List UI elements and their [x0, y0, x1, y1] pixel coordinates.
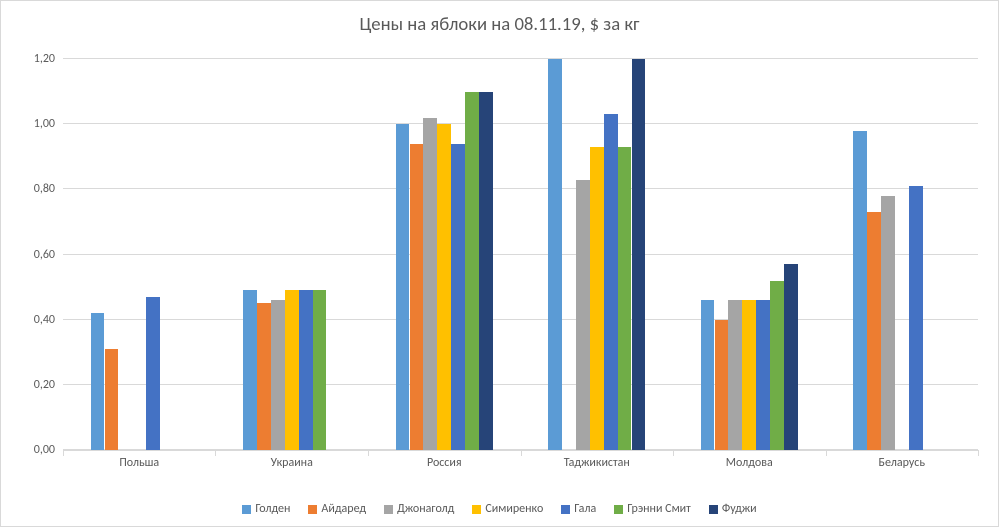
bar: [423, 118, 437, 450]
bar: [770, 281, 784, 450]
x-axis-tick: [63, 450, 64, 456]
bar: [146, 297, 160, 450]
y-axis-tick-label: 0,80: [34, 182, 63, 196]
bar: [576, 180, 590, 450]
legend-item: Джонаголд: [384, 502, 454, 516]
bar: [715, 320, 729, 450]
y-axis-tick-label: 1,20: [34, 52, 63, 66]
bar: [548, 59, 562, 450]
chart-title: Цены на яблоки на 08.11.19, $ за кг: [1, 1, 998, 36]
bar: [742, 300, 756, 450]
bar: [299, 290, 313, 450]
bar: [243, 290, 257, 450]
bar: [257, 303, 271, 450]
legend-label: Симиренко: [485, 502, 543, 516]
legend-label: Джонаголд: [397, 502, 454, 516]
legend-label: Айдаред: [321, 502, 366, 516]
bar: [853, 131, 867, 450]
bar: [271, 300, 285, 450]
bar: [590, 147, 604, 450]
chart-legend: Голден Айдаред Джонаголд Симиренко Гала Грэнн…: [1, 502, 998, 516]
legend-swatch: [614, 505, 623, 514]
legend-label: Гала: [574, 502, 596, 516]
x-axis-tick: [368, 450, 369, 456]
gridline: [63, 123, 978, 124]
bar: [701, 300, 715, 450]
bar: [479, 92, 493, 450]
apple-price-chart: Цены на яблоки на 08.11.19, $ за кг 0,00…: [0, 0, 999, 527]
x-axis-category-label: Польша: [119, 450, 159, 470]
bar: [91, 313, 105, 450]
x-axis-category-label: Украина: [271, 450, 313, 470]
bar: [451, 144, 465, 450]
legend-swatch: [472, 505, 481, 514]
gridline: [63, 319, 978, 320]
legend-swatch: [561, 505, 570, 514]
legend-swatch: [308, 505, 317, 514]
bar: [285, 290, 299, 450]
bar: [881, 196, 895, 450]
legend-item: Гала: [561, 502, 596, 516]
x-axis-category-label: Беларусь: [879, 450, 925, 470]
legend-swatch: [384, 505, 393, 514]
bar: [784, 264, 798, 450]
legend-item: Голден: [242, 502, 290, 516]
bar: [313, 290, 327, 450]
x-axis-tick: [826, 450, 827, 456]
bar: [618, 147, 632, 450]
bar: [867, 212, 881, 450]
x-axis-category-label: Россия: [427, 450, 462, 470]
legend-swatch: [242, 505, 251, 514]
x-axis-tick: [978, 450, 979, 456]
plot-area: 0,000,200,400,600,801,001,20ПольшаУкраин…: [63, 59, 978, 450]
legend-label: Фуджи: [722, 502, 757, 516]
bar: [396, 124, 410, 450]
legend-item: Грэнни Смит: [614, 502, 691, 516]
y-axis-tick-label: 0,40: [34, 313, 63, 327]
gridline: [63, 254, 978, 255]
bar: [756, 300, 770, 450]
legend-item: Фуджи: [709, 502, 757, 516]
bar: [632, 59, 646, 450]
gridline: [63, 188, 978, 189]
x-axis-category-label: Таджикистан: [564, 450, 630, 470]
legend-item: Айдаред: [308, 502, 366, 516]
y-axis-tick-label: 0,00: [34, 443, 63, 457]
y-axis-tick-label: 0,20: [34, 378, 63, 392]
bar: [909, 186, 923, 450]
legend-item: Симиренко: [472, 502, 543, 516]
y-axis-tick-label: 0,60: [34, 248, 63, 262]
x-axis-tick: [673, 450, 674, 456]
bar: [465, 92, 479, 450]
gridline: [63, 58, 978, 59]
y-axis-tick-label: 1,00: [34, 117, 63, 131]
bar: [728, 300, 742, 450]
bar: [437, 124, 451, 450]
x-axis-category-label: Молдова: [726, 450, 773, 470]
bar: [105, 349, 119, 450]
gridline: [63, 384, 978, 385]
legend-label: Грэнни Смит: [627, 502, 691, 516]
x-axis-tick: [521, 450, 522, 456]
x-axis-tick: [215, 450, 216, 456]
bar: [410, 144, 424, 450]
legend-swatch: [709, 505, 718, 514]
bar: [604, 114, 618, 450]
legend-label: Голден: [255, 502, 290, 516]
